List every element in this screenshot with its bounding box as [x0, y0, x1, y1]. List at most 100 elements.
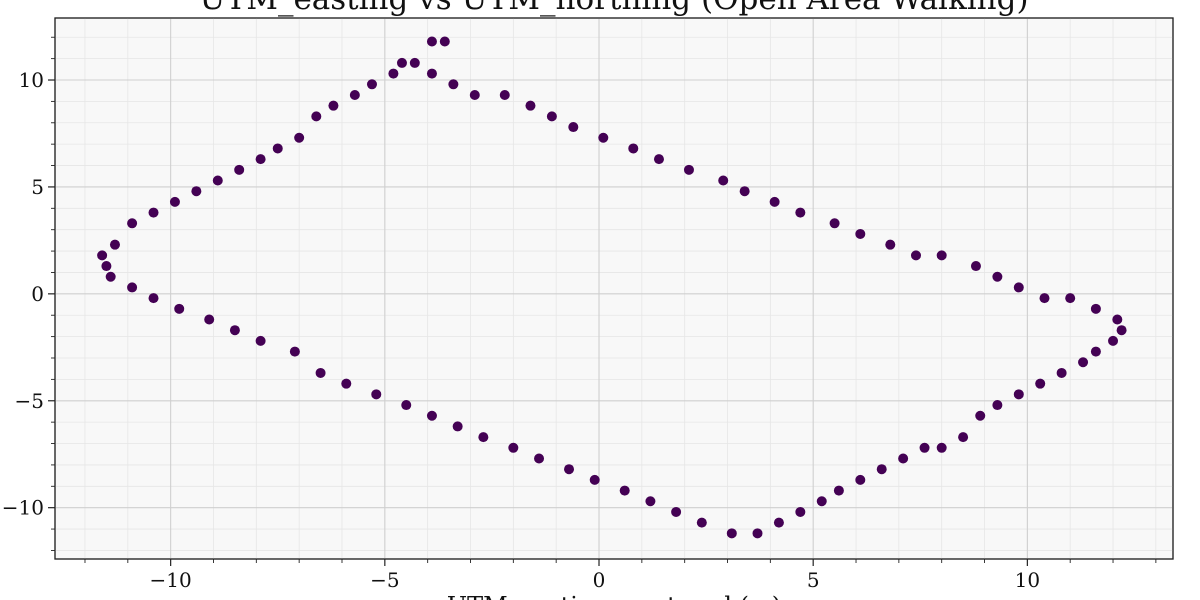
data-point [1090, 346, 1101, 357]
data-point [1090, 303, 1101, 314]
data-point [975, 410, 986, 421]
data-point [148, 207, 159, 218]
data-point [109, 239, 120, 250]
data-point [508, 442, 519, 453]
data-point [1039, 293, 1050, 304]
data-point [525, 100, 536, 111]
data-point [564, 464, 575, 475]
data-point [696, 517, 707, 528]
x-tick-label: 10 [1015, 568, 1040, 592]
data-point [936, 250, 947, 261]
data-point [598, 132, 609, 143]
data-point [568, 122, 579, 133]
data-point [409, 57, 420, 68]
data-point [653, 154, 664, 165]
data-point [229, 325, 240, 336]
data-point [816, 496, 827, 507]
data-point [898, 453, 909, 464]
data-point [876, 464, 887, 475]
data-point [546, 111, 557, 122]
data-point [769, 196, 780, 207]
data-point [148, 293, 159, 304]
data-point [255, 335, 266, 346]
data-point [718, 175, 729, 186]
data-point [992, 400, 1003, 411]
data-point [1035, 378, 1046, 389]
data-point [191, 186, 202, 197]
data-point [1078, 357, 1089, 368]
data-point [970, 261, 981, 272]
data-point [739, 186, 750, 197]
data-point [97, 250, 108, 261]
data-point [752, 528, 763, 539]
data-point [1116, 325, 1127, 336]
data-point [426, 68, 437, 79]
data-point [101, 261, 112, 272]
data-points [97, 36, 1127, 539]
data-point [645, 496, 656, 507]
data-point [726, 528, 737, 539]
data-point [396, 57, 407, 68]
chart-title: UTM_easting vs UTM_northing (Open Area W… [199, 0, 1028, 17]
data-point [371, 389, 382, 400]
data-point [855, 228, 866, 239]
x-tick-label: 5 [807, 568, 820, 592]
y-tick-label: 5 [31, 175, 44, 199]
data-point [315, 367, 326, 378]
data-point [255, 154, 266, 165]
data-point [683, 164, 694, 175]
data-point [1112, 314, 1123, 325]
data-point [795, 207, 806, 218]
data-point [671, 506, 682, 517]
data-point [294, 132, 305, 143]
data-point [628, 143, 639, 154]
data-point [169, 196, 180, 207]
data-point [795, 506, 806, 517]
data-point [469, 89, 480, 100]
x-tick-label: −5 [370, 568, 399, 592]
data-point [499, 89, 510, 100]
data-point [1065, 293, 1076, 304]
grid [55, 18, 1173, 559]
data-point [212, 175, 223, 186]
data-point [773, 517, 784, 528]
data-point [234, 164, 245, 175]
data-point [127, 282, 138, 293]
plot-frame [54, 17, 1174, 560]
data-point [1108, 335, 1119, 346]
data-point [341, 378, 352, 389]
data-point [885, 239, 896, 250]
data-point [388, 68, 399, 79]
data-point [426, 36, 437, 47]
data-point [855, 474, 866, 485]
data-point [366, 79, 377, 90]
data-point [401, 400, 412, 411]
data-point [439, 36, 450, 47]
data-point [589, 474, 600, 485]
axis-ticks: −10 −5 0 5 10 −10 −5 0 5 10 [2, 36, 1157, 592]
data-point [534, 453, 545, 464]
data-point [272, 143, 283, 154]
data-point [829, 218, 840, 229]
data-point [174, 303, 185, 314]
data-point [448, 79, 459, 90]
data-point [833, 485, 844, 496]
data-point [478, 432, 489, 443]
data-point [426, 410, 437, 421]
x-tick-label: −10 [150, 568, 192, 592]
data-point [919, 442, 930, 453]
data-point [127, 218, 138, 229]
data-point [1013, 389, 1024, 400]
data-point [105, 271, 116, 282]
y-tick-label: −10 [2, 496, 44, 520]
data-point [311, 111, 322, 122]
data-point [452, 421, 463, 432]
data-point [992, 271, 1003, 282]
y-tick-label: 10 [19, 68, 44, 92]
data-point [328, 100, 339, 111]
x-tick-label: 0 [593, 568, 606, 592]
data-point [936, 442, 947, 453]
data-point [910, 250, 921, 261]
data-point [1056, 367, 1067, 378]
